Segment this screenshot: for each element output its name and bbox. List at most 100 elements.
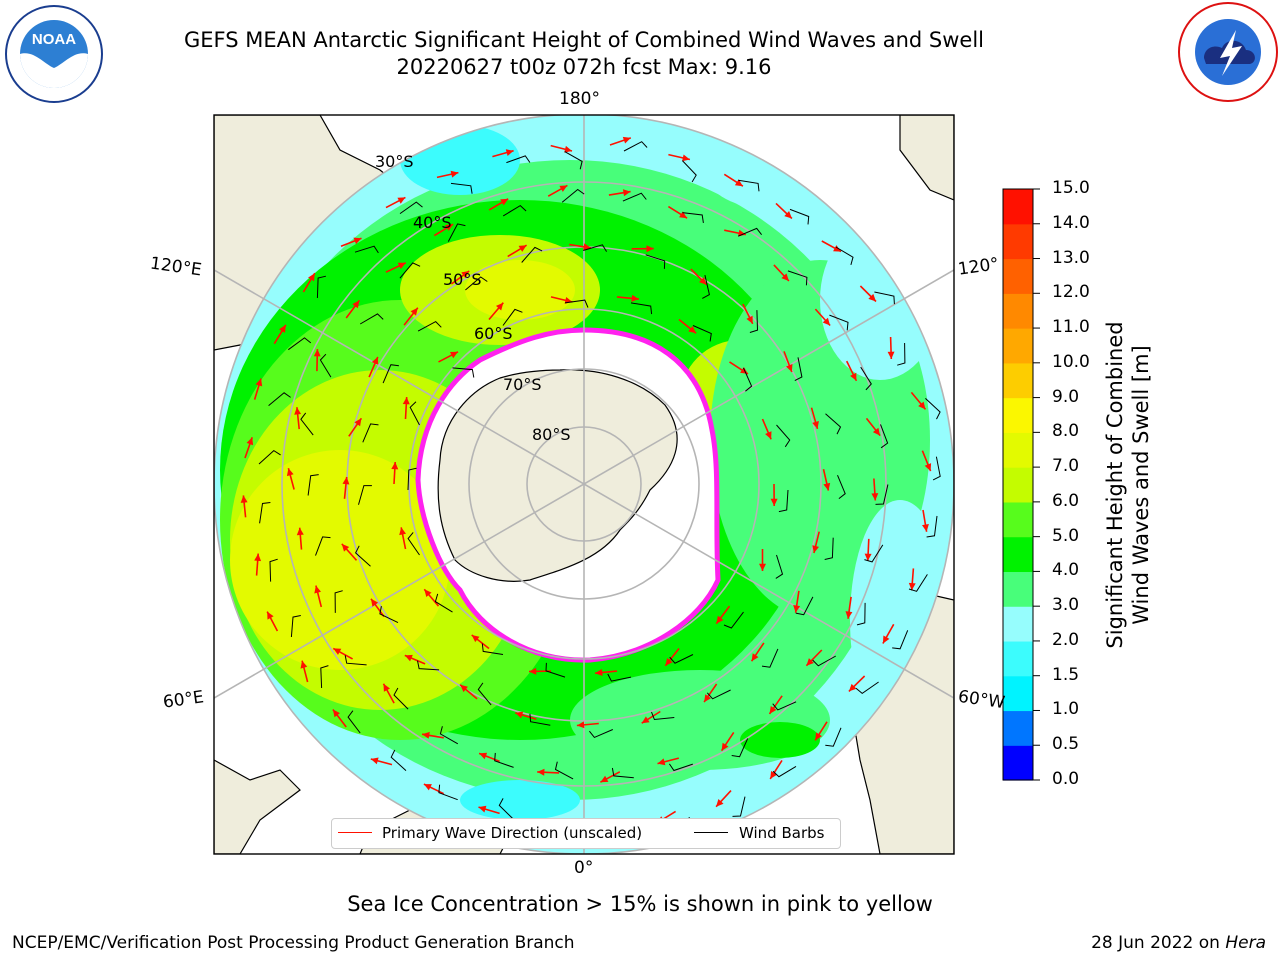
wind-barb: [494, 752, 514, 768]
wave-arrow-head: [872, 427, 881, 436]
wave-arrow-head: [882, 635, 890, 644]
wind-barb: [347, 710, 361, 734]
wave-arrow-head: [371, 356, 379, 365]
wind-barb: [622, 192, 647, 202]
wave-arrow-head: [622, 189, 631, 197]
colorbar-tick-label: 0.5: [1052, 734, 1080, 755]
wave-arrow-head: [887, 351, 895, 359]
wind-barb: [668, 763, 693, 772]
wind-barb: [645, 254, 666, 269]
wave-arrow-head: [391, 462, 399, 470]
wind-barb: [307, 474, 319, 496]
colorbar-tick-label: 13.0: [1052, 247, 1090, 268]
wind-barb: [897, 342, 906, 366]
colorbar-tick-label: 14.0: [1052, 212, 1090, 233]
wave-arrow-head: [793, 605, 801, 613]
wave-arrow-head: [294, 407, 302, 415]
wind-barb: [795, 596, 814, 616]
wave-arrow-head: [267, 611, 274, 620]
wave-arrow-head: [505, 149, 514, 156]
wind-barb: [623, 141, 648, 152]
wave-arrow-head: [529, 667, 537, 675]
map-legend: Primary Wave Direction (unscaled) Wind B…: [331, 818, 841, 849]
wave-arrow-head: [383, 683, 390, 692]
colorbar-segment: [1003, 223, 1033, 260]
wind-barb: [583, 244, 608, 252]
wind-barb: [300, 412, 314, 436]
wave-arrow-head: [559, 185, 568, 192]
wave-arrow-head: [461, 271, 470, 279]
colorbar-segment: [1003, 328, 1033, 364]
wave-arrow-head: [564, 145, 572, 153]
wind-barb: [407, 467, 417, 491]
wave-arrow-head: [450, 351, 458, 359]
wind-barb: [825, 413, 842, 435]
wave-arrow-head: [665, 658, 673, 666]
colorbar-tick-label: 6.0: [1052, 490, 1080, 511]
wave-arrow-head: [815, 732, 822, 741]
wave-arrow-head: [479, 752, 488, 760]
wind-barb: [812, 655, 837, 667]
wave-arrow-head: [740, 367, 748, 374]
wave-arrow-head: [286, 468, 294, 477]
colorbar-tick-label: 4.0: [1052, 560, 1080, 581]
wave-arrow-head: [850, 372, 857, 381]
colorbar-segment: [1003, 640, 1033, 677]
colorbar-tick-label: 2.0: [1052, 629, 1080, 650]
wave-arrow-head: [657, 758, 666, 766]
antarctica: [437, 369, 678, 582]
sea-ice-note: Sea Ice Concentration > 15% is shown in …: [347, 892, 933, 916]
colorbar-segment: [1003, 397, 1033, 433]
wave-arrow-head: [845, 611, 853, 619]
wind-barb: [319, 353, 332, 378]
wave-arrow-head: [314, 585, 321, 594]
wave-arrow-head: [399, 527, 406, 536]
wind-barb: [362, 423, 379, 443]
wind-barb: [682, 212, 704, 223]
wave-arrow-head: [688, 326, 697, 334]
wave-arrow-head: [353, 237, 362, 245]
wave-arrow-head: [699, 277, 707, 285]
wave-arrow-head: [716, 615, 724, 624]
wave-arrow-head: [518, 245, 527, 252]
wind-barb: [856, 602, 866, 626]
colorbar-tick-label: 9.0: [1052, 386, 1080, 407]
wind-barb: [268, 392, 291, 406]
colorbar-tick-label: 11.0: [1052, 317, 1090, 338]
wave-arrow-head: [786, 364, 793, 372]
wind-barb: [399, 262, 421, 279]
wind-barb: [521, 246, 543, 263]
wave-arrow-head: [784, 211, 792, 219]
wave-arrow-head: [822, 317, 831, 326]
wind-barb: [334, 590, 343, 613]
wave-arrow-head: [500, 198, 509, 206]
wind-barb: [561, 188, 585, 203]
wave-arrow-head: [537, 768, 545, 776]
wind-barb: [259, 502, 271, 524]
wind-barb: [344, 655, 367, 666]
wave-arrow-head: [450, 170, 459, 178]
wave-arrow-head: [410, 307, 418, 316]
colorbar-segment: [1003, 258, 1033, 294]
lat-label-30s: 30°S: [375, 152, 414, 171]
wave-arrow-head: [848, 683, 857, 692]
wind-barb: [787, 270, 808, 286]
chart-subtitle: 20220627 t00z 072h fcst Max: 9.16: [396, 55, 772, 79]
colorbar-segment: [1003, 745, 1033, 781]
wind-barb: [731, 738, 749, 758]
wind-barb: [502, 308, 523, 326]
wave-arrow-head: [595, 669, 603, 676]
wind-barb: [502, 204, 527, 217]
wind-barb: [290, 615, 301, 638]
wind-barb: [749, 310, 759, 333]
wind-barb: [880, 424, 889, 449]
wind-barb: [776, 424, 791, 448]
wind-barb: [358, 485, 372, 505]
wave-arrow-head: [806, 658, 814, 666]
lon-label-180: 180°: [559, 89, 600, 109]
wave-arrow-head: [576, 721, 585, 729]
wind-barb: [379, 606, 399, 624]
colorbar-segment: [1003, 536, 1033, 573]
wave-arrow-head: [641, 716, 650, 724]
wave-arrow-head: [254, 553, 262, 562]
